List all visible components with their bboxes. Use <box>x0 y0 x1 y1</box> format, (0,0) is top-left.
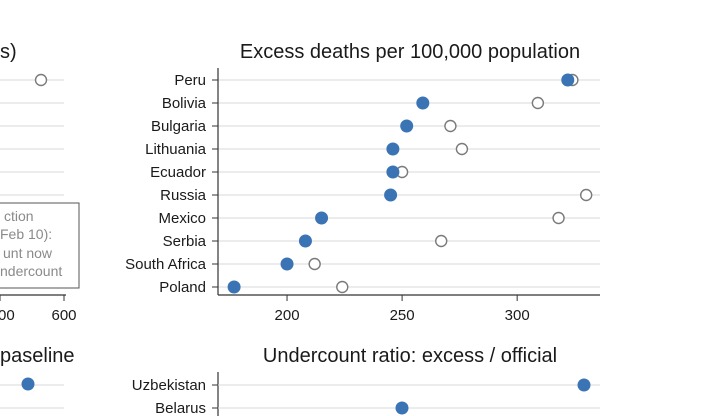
left-tick-label-1: 600 <box>51 307 76 324</box>
main-y-tick-labels: Peru Bolivia Bulgaria Lithuania Ecuador Russi… <box>125 72 218 296</box>
y-label-8: South Africa <box>125 256 207 273</box>
hollow-point-1 <box>531 96 545 110</box>
main-chart-title: Excess deaths per 100,000 population <box>240 41 580 63</box>
left-tick-label-0: 00 <box>0 307 15 324</box>
filled-point-7 <box>298 234 312 248</box>
y-label-4: Ecuador <box>150 164 206 181</box>
hollow-point-9 <box>336 280 349 294</box>
x-tick-label-2: 300 <box>505 307 530 324</box>
filled-point-5 <box>384 188 398 202</box>
filled-point-3 <box>386 142 400 156</box>
filled-point-9 <box>227 280 241 294</box>
y-label-1: Bolivia <box>162 95 207 112</box>
left-panel: s) 00 600 ction Feb 10): unt now ndercou… <box>0 41 80 409</box>
excess-deaths-panel: Excess deaths per 100,000 population Per… <box>125 41 600 324</box>
hollow-point-2 <box>444 119 457 133</box>
hollow-point-6 <box>552 211 565 225</box>
main-x-ticks: 200 250 300 <box>275 295 530 324</box>
hollow-point-3 <box>455 142 469 156</box>
x-tick-label-1: 250 <box>390 307 415 324</box>
left-panel-title: s) <box>0 41 17 63</box>
hollow-point-5 <box>579 188 593 202</box>
y-label-7: Serbia <box>163 233 207 250</box>
y-label-0: Peru <box>174 72 206 89</box>
undercount-panel: Undercount ratio: excess / official Uzbe… <box>132 345 600 416</box>
left-legend-line-2: unt now <box>3 245 53 261</box>
lower-chart-title: Undercount ratio: excess / official <box>263 345 557 367</box>
lower-point-belarus <box>395 401 409 415</box>
x-tick-label-0: 200 <box>275 307 300 324</box>
y-label-2: Bulgaria <box>151 118 207 135</box>
filled-point-2 <box>400 119 414 133</box>
y-label-6: Mexico <box>158 210 206 227</box>
filled-point-8 <box>280 257 294 271</box>
y-label-3: Lithuania <box>145 141 207 158</box>
left-lower-filled-point <box>21 377 35 391</box>
left-legend-line-3: ndercount <box>0 263 62 279</box>
left-legend-line-0: ction <box>4 208 34 224</box>
main-gridlines <box>218 79 600 288</box>
lower-y-label-belarus: Belarus <box>155 400 206 416</box>
filled-point-4 <box>386 165 400 179</box>
lower-point-uzbekistan <box>577 378 591 392</box>
main-points <box>227 73 593 294</box>
y-label-5: Russia <box>160 187 207 204</box>
lower-y-label-uzbekistan: Uzbekistan <box>132 377 206 394</box>
filled-point-6 <box>315 211 329 225</box>
hollow-point-8 <box>308 257 321 271</box>
left-lower-title: paseline <box>0 345 75 367</box>
y-label-9: Poland <box>159 279 206 296</box>
filled-point-0 <box>561 73 575 87</box>
left-legend-line-1: Feb 10): <box>0 226 52 242</box>
hollow-point-7 <box>435 234 448 248</box>
filled-point-1 <box>416 96 430 110</box>
left-hollow-point <box>34 73 48 87</box>
left-legend-box <box>0 202 80 289</box>
